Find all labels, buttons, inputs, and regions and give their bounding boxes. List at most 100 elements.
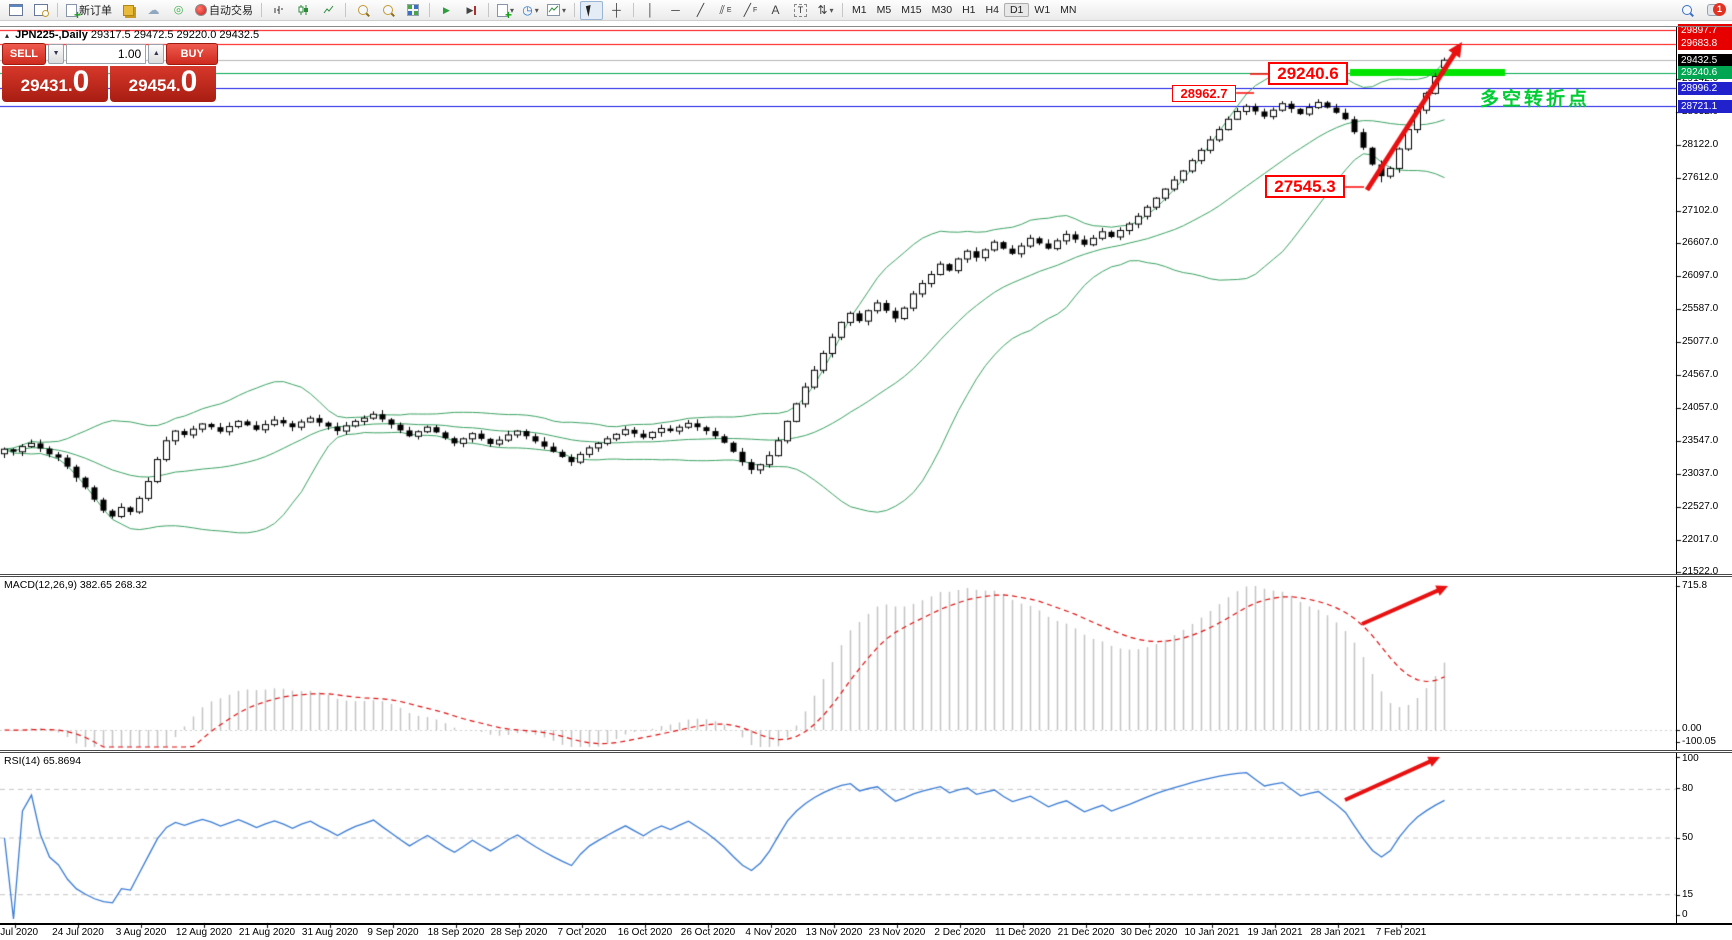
date-label: 10 Jan 2021 (1184, 927, 1240, 938)
zoom-out-icon (382, 5, 393, 15)
date-label: 30 Dec 2020 (1120, 927, 1178, 938)
price-marker-28996.2: 28996.2 (1678, 81, 1732, 95)
date-label: 23 Nov 2020 (868, 927, 926, 938)
cursor-button[interactable] (580, 0, 604, 20)
date-label: 28 Sep 2020 (490, 927, 548, 938)
volume-increase-button[interactable]: ▲ (148, 43, 165, 64)
rsi-label: RSI(14) 65.8694 (4, 755, 82, 767)
toolbar-separator (488, 3, 489, 17)
bar-chart-icon (274, 6, 283, 14)
date-label: 31 Aug 2020 (301, 927, 359, 938)
timeframe-m1[interactable]: M1 (852, 4, 867, 16)
timeframe-h1[interactable]: H1 (962, 4, 976, 16)
price-marker-29683.8: 29683.8 (1678, 37, 1732, 51)
timeframe-h4[interactable]: H4 (985, 4, 999, 16)
tile-windows-icon (406, 4, 419, 16)
symbol-title: JPN225-,Daily (15, 29, 88, 41)
price-marker-29432.5: 29432.5 (1678, 53, 1732, 67)
toolbar: 新订单 ☁ ◎ 自动交易 ▶ ▶ ▾ ◷▾ ▾ ┼ │ (0, 0, 1732, 22)
fibonacci-button[interactable]: ╱ F (739, 1, 762, 20)
price-tick-label: 23547.0 (1682, 434, 1719, 446)
time-axis-line (0, 923, 1732, 925)
arrows-button[interactable]: ⇅ ▾ (814, 1, 837, 20)
fibonacci-icon: ╱ (743, 3, 751, 17)
date-label: 26 Oct 2020 (680, 927, 736, 938)
chart-shift-icon: ▶ (467, 5, 477, 15)
buy-button[interactable]: BUY (166, 42, 218, 65)
text-button[interactable]: A (764, 1, 787, 20)
search-button[interactable] (1675, 1, 1698, 20)
volume-input[interactable] (66, 43, 147, 64)
autotrading-button[interactable]: 自动交易 (192, 1, 256, 20)
timeframe-m15[interactable]: M15 (901, 4, 922, 16)
indicators-button[interactable]: ▾ (494, 1, 517, 22)
bar-chart-button[interactable] (267, 1, 290, 20)
timeframe-w1[interactable]: W1 (1034, 4, 1051, 16)
timeframe-mn[interactable]: MN (1060, 4, 1077, 16)
template-icon (547, 4, 561, 16)
zoom-in-icon (357, 5, 368, 15)
trendline-button[interactable]: ╱ (689, 1, 712, 20)
timeframe-m5[interactable]: M5 (876, 4, 892, 16)
one-click-trading-panel: SELL ▼ ▲ BUY 29431.0 29454.0 (2, 42, 218, 102)
profiles-button[interactable] (29, 1, 52, 20)
market-watch-icon (123, 4, 134, 16)
arrows-icon: ⇅ (817, 3, 828, 17)
price-annotation[interactable]: 28962.7 (1172, 85, 1236, 102)
price-scale-separator (1676, 27, 1677, 923)
periods-button[interactable]: ◷ ▾ (519, 1, 542, 20)
turning-point-annotation[interactable]: 多空转折点 (1480, 89, 1591, 110)
zoom-in-button[interactable] (351, 1, 374, 20)
line-chart-button[interactable] (317, 1, 340, 20)
one-click-toggle-icon[interactable]: ▴ (5, 31, 10, 40)
autotrading-label: 自动交易 (209, 5, 253, 17)
price-tick-label: 27612.0 (1682, 171, 1719, 183)
price-tick-label: 23037.0 (1682, 467, 1719, 479)
macd-label: MACD(12,26,9) 382.65 268.32 (4, 579, 148, 591)
toolbar-separator (842, 3, 844, 17)
date-label: 21 Aug 2020 (238, 927, 296, 938)
buy-price[interactable]: 29454. 0 (110, 66, 216, 102)
sell-price[interactable]: 29431. 0 (2, 66, 108, 102)
date-label: 13 Nov 2020 (805, 927, 863, 938)
tile-windows-button[interactable] (401, 1, 424, 20)
chart-top-border (0, 26, 1732, 27)
candlestick-button[interactable] (292, 1, 315, 20)
price-tick-label: 28122.0 (1682, 138, 1719, 150)
macd-panel-splitter[interactable] (0, 574, 1732, 577)
macd-scale-min: -100.05 (1682, 736, 1716, 747)
rsi-scale-0: 0 (1682, 909, 1688, 920)
timeframe-m30[interactable]: M30 (931, 4, 953, 16)
vertical-line-button[interactable]: │ (639, 1, 662, 20)
notification-badge: 1 (1713, 2, 1726, 16)
chart-window-icon (8, 4, 23, 16)
date-label: 28 Jan 2021 (1310, 927, 1366, 938)
crosshair-button[interactable]: ┼ (605, 1, 628, 20)
volume-decrease-button[interactable]: ▼ (47, 43, 65, 64)
sell-button[interactable]: SELL (2, 42, 46, 65)
templates-button[interactable]: ▾ (544, 1, 569, 20)
channel-button[interactable]: ⫽ E (714, 1, 737, 20)
horizontal-line-button[interactable]: ─ (664, 1, 687, 20)
rsi-panel-splitter[interactable] (0, 750, 1732, 753)
auto-scroll-button[interactable]: ▶ (435, 1, 458, 20)
vps-button[interactable]: ☁ (142, 1, 165, 20)
new-order-button[interactable]: 新订单 (63, 1, 115, 22)
price-tick-label: 24567.0 (1682, 368, 1719, 380)
market-watch-button[interactable] (117, 1, 140, 20)
crosshair-icon: ┼ (612, 3, 621, 17)
price-annotation[interactable]: 27545.3 (1265, 175, 1345, 198)
new-chart-button[interactable] (4, 1, 27, 20)
indicators-icon (497, 3, 512, 22)
chart-shift-button[interactable]: ▶ (460, 1, 483, 20)
price-annotation[interactable]: 29240.6 (1268, 62, 1348, 85)
zoom-out-button[interactable] (376, 1, 399, 20)
price-tick-label: 25587.0 (1682, 303, 1719, 314)
notifications-button[interactable]: 1 (1700, 1, 1728, 20)
date-label: 19 Jan 2021 (1247, 927, 1303, 938)
timeframe-d1[interactable]: D1 (1003, 3, 1030, 17)
signals-button[interactable]: ◎ (167, 1, 190, 20)
date-label: 21 Dec 2020 (1057, 927, 1115, 938)
text-label-button[interactable]: T (789, 1, 812, 20)
